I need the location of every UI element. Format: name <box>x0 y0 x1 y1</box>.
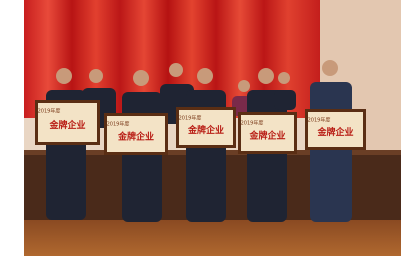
plaque-year: 2019年度 <box>308 117 331 124</box>
plaque-title: 金牌企业 <box>187 124 224 136</box>
floor <box>24 220 401 256</box>
plaque-year: 2019年度 <box>179 115 202 122</box>
plaque-year: 2019年度 <box>107 121 130 128</box>
plaque-title: 金牌企业 <box>248 130 285 142</box>
plaque-title: 金牌企业 <box>48 119 85 131</box>
plaque-year: 2019年度 <box>38 108 61 115</box>
plaque-title: 金牌企业 <box>316 126 353 138</box>
plaque-title: 金牌企业 <box>117 131 154 143</box>
plaque-year: 2019年度 <box>241 120 264 127</box>
photo: 2019年度金牌企业2019年度金牌企业2019年度金牌企业2019年度金牌企业… <box>0 0 401 256</box>
